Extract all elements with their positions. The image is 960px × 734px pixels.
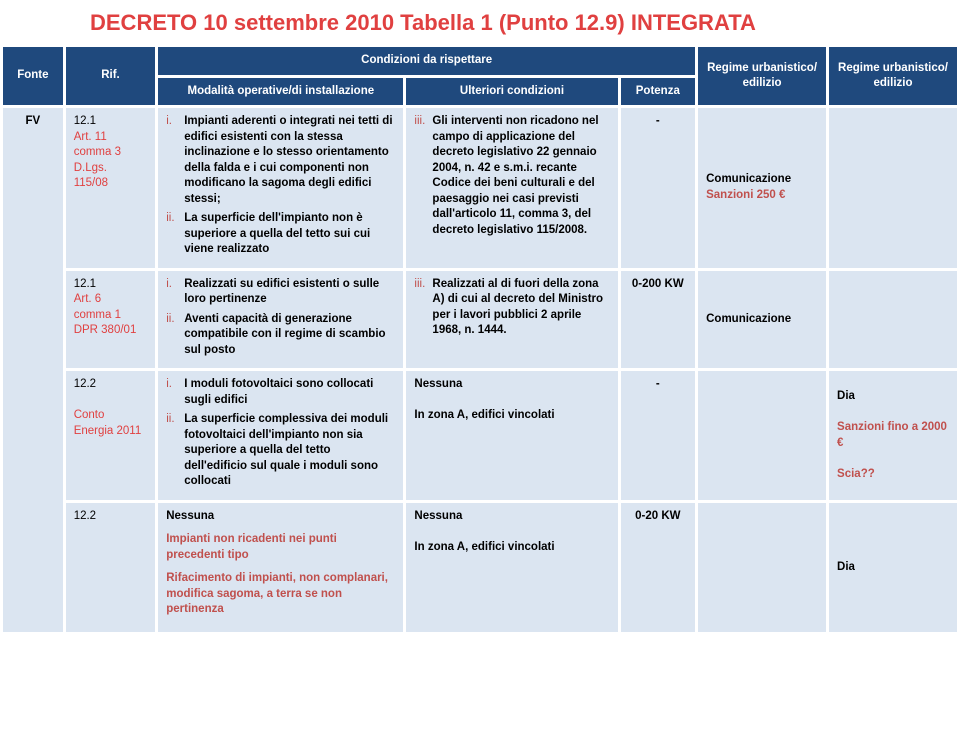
rif-cell: 12.1Art. 6comma 1DPR 380/01: [66, 271, 156, 369]
regime2-cell: Dia Sanzioni fino a 2000 € Scia??: [829, 371, 957, 500]
regime1-cell: [698, 503, 826, 632]
th-fonte: Fonte: [3, 47, 63, 105]
modalita-cell: i.Realizzati su edifici esistenti o sull…: [158, 271, 403, 369]
th-regime1: Regime urbanistico/ edilizio: [698, 47, 826, 105]
potenza-cell: 0-200 KW: [621, 271, 696, 369]
modalita-cell: i.Impianti aderenti o integrati nei tett…: [158, 108, 403, 268]
th-modalita: Modalità operative/di installazione: [158, 78, 403, 106]
regime1-cell: Comunicazione: [698, 271, 826, 369]
regime1-cell: [698, 371, 826, 500]
th-condizioni: Condizioni da rispettare: [158, 47, 695, 75]
fonte-cell: FV: [3, 108, 63, 632]
rif-cell: 12.1Art. 11comma 3D.Lgs.115/08: [66, 108, 156, 268]
potenza-cell: -: [621, 371, 696, 500]
rif-cell: 12.2: [66, 503, 156, 632]
th-potenza: Potenza: [621, 78, 696, 106]
th-ulteriori: Ulteriori condizioni: [406, 78, 617, 106]
th-rif: Rif.: [66, 47, 156, 105]
regime2-cell: Dia: [829, 503, 957, 632]
ulteriori-cell: Nessuna In zona A, edifici vincolati: [406, 371, 617, 500]
ulteriori-cell: iii.Gli interventi non ricadono nel camp…: [406, 108, 617, 268]
page-title: DECRETO 10 settembre 2010 Tabella 1 (Pun…: [0, 0, 960, 44]
potenza-cell: 0-20 KW: [621, 503, 696, 632]
modalita-cell: i.I moduli fotovoltaici sono collocati s…: [158, 371, 403, 500]
regime2-cell: [829, 271, 957, 369]
regime1-cell: ComunicazioneSanzioni 250 €: [698, 108, 826, 268]
modalita-cell: NessunaImpianti non ricadenti nei punti …: [158, 503, 403, 632]
ulteriori-cell: Nessuna In zona A, edifici vincolati: [406, 503, 617, 632]
ulteriori-cell: iii.Realizzati al di fuori della zona A)…: [406, 271, 617, 369]
regulation-table: Fonte Rif. Condizioni da rispettare Regi…: [0, 44, 960, 635]
regime2-cell: [829, 108, 957, 268]
rif-cell: 12.2 ContoEnergia 2011: [66, 371, 156, 500]
potenza-cell: -: [621, 108, 696, 268]
th-regime2: Regime urbanistico/ edilizio: [829, 47, 957, 105]
